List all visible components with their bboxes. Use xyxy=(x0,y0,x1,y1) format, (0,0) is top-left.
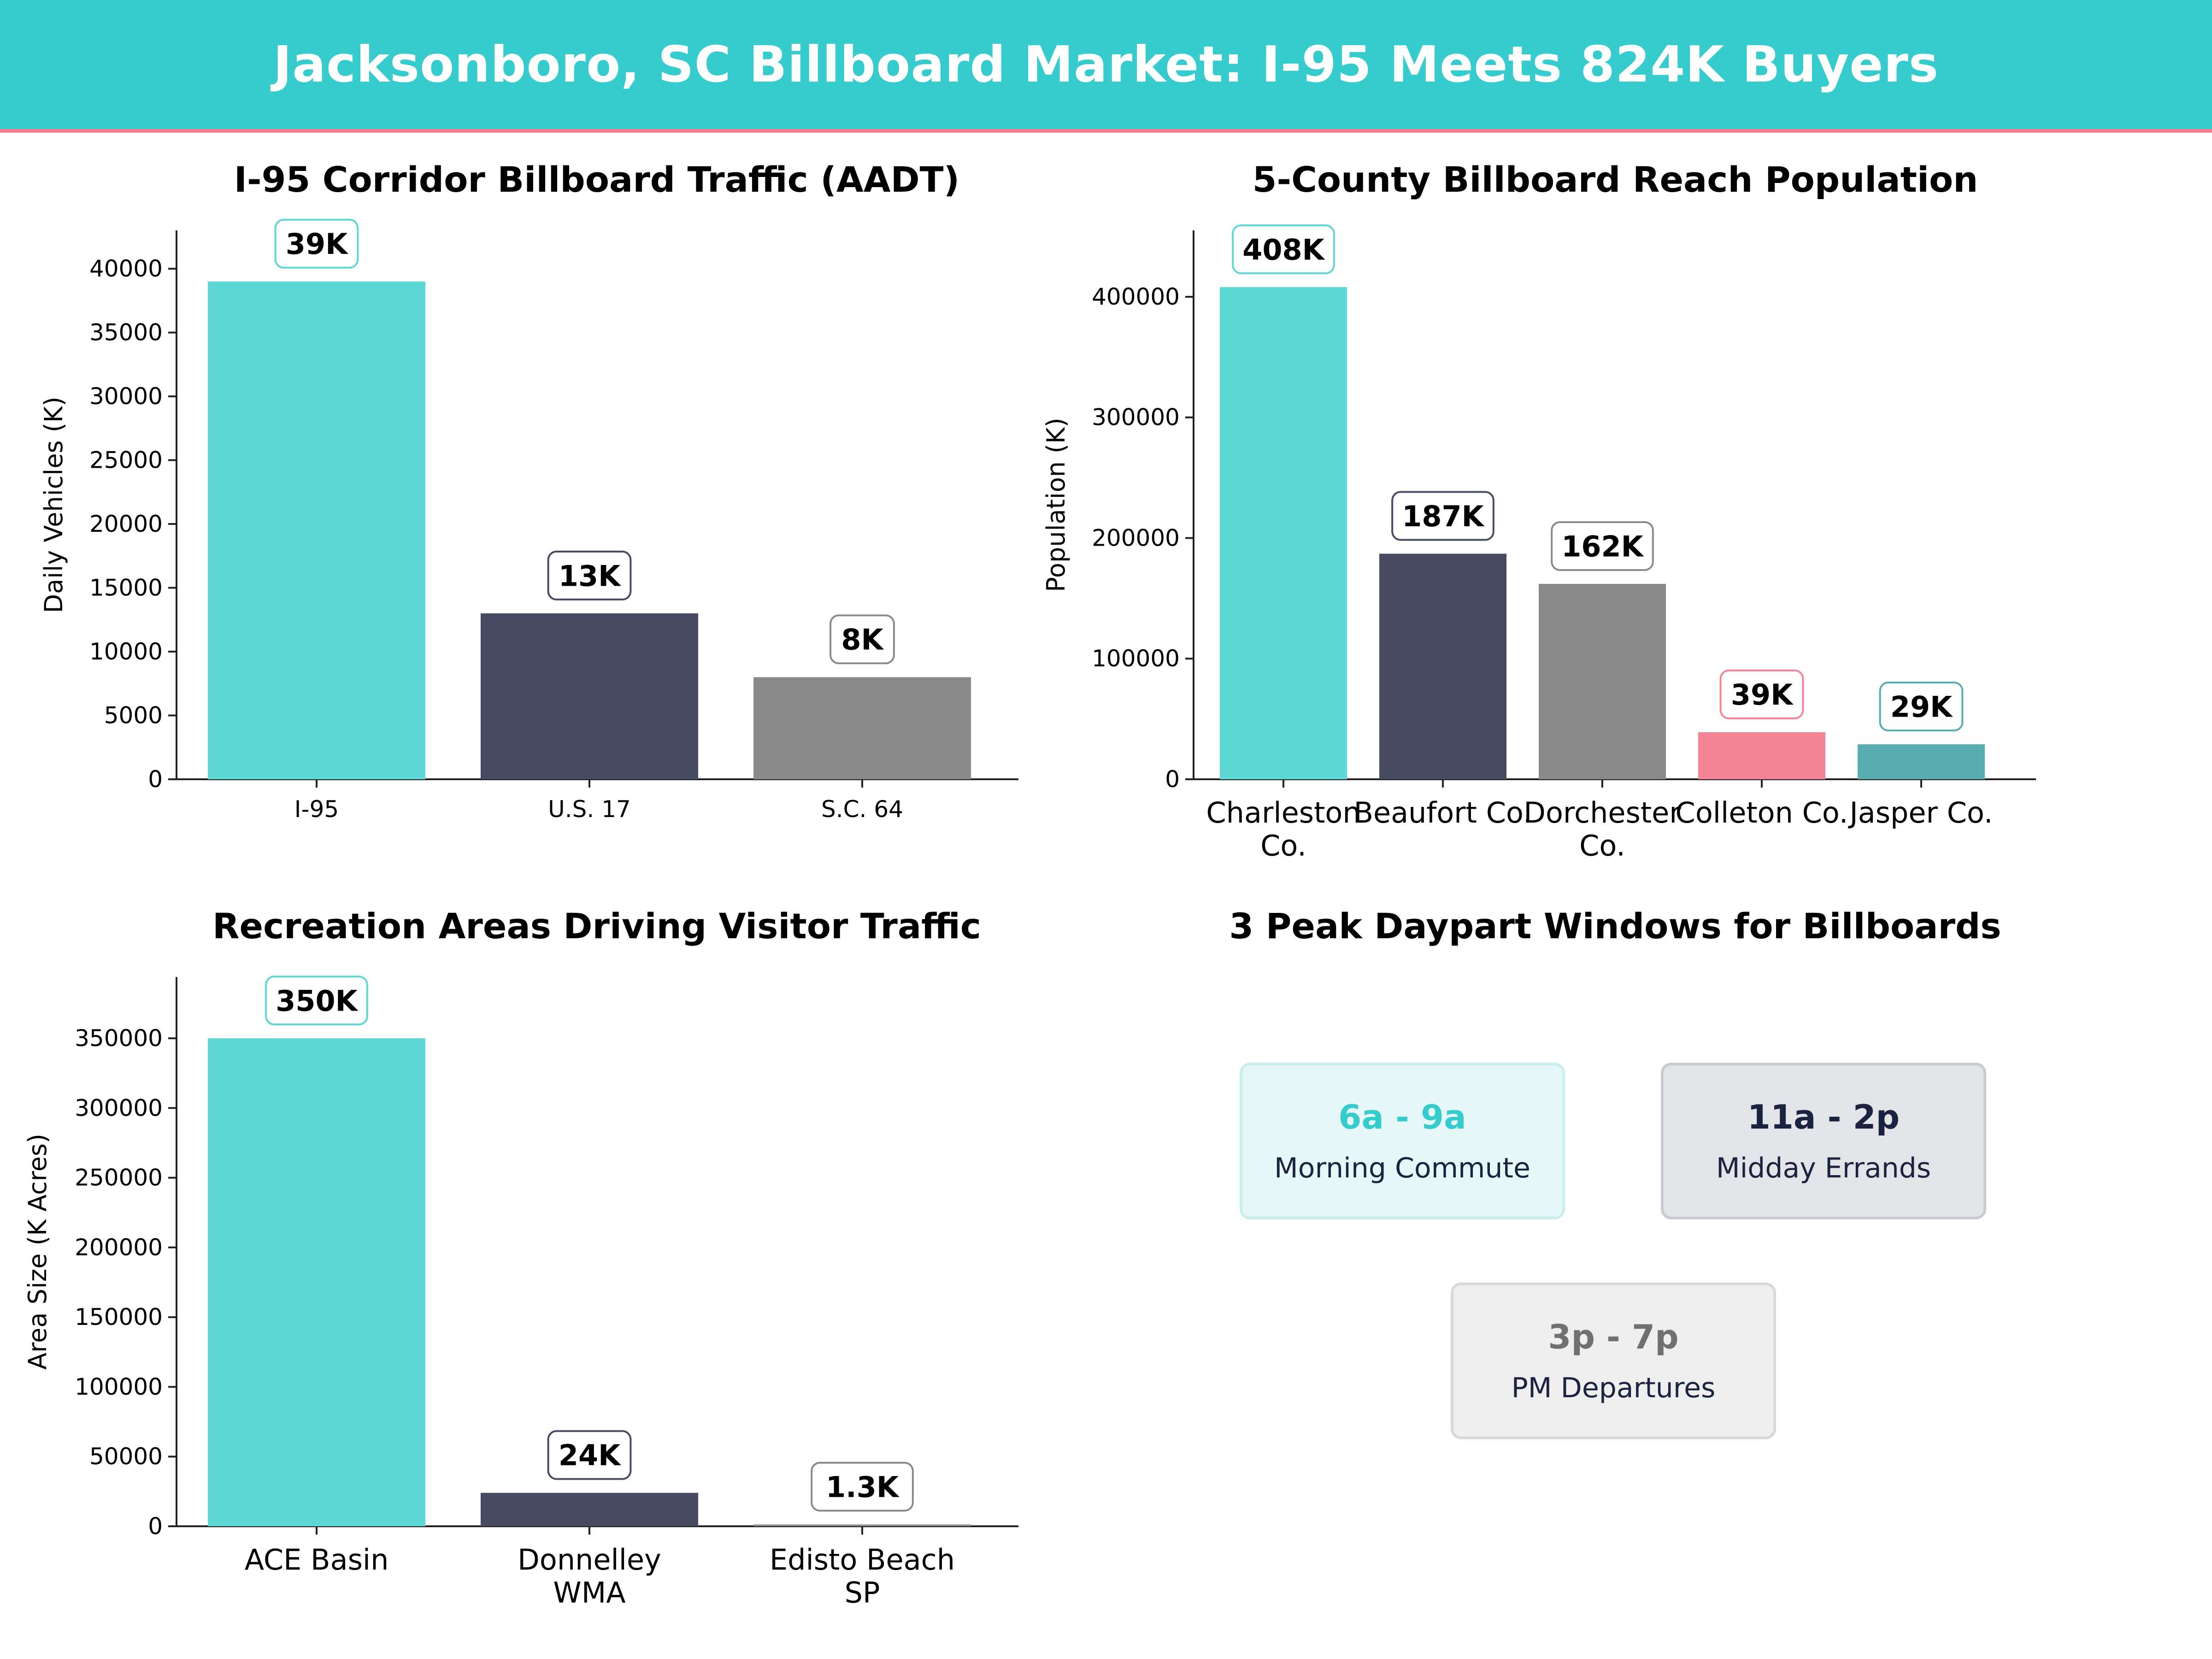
recreation-category-label: ACE Basin xyxy=(245,1543,389,1577)
population-category-label: Dorchester xyxy=(1524,796,1681,830)
traffic-y-tick-label: 0 xyxy=(148,766,163,793)
traffic-bar xyxy=(208,281,425,779)
daypart-card-morning: 6a - 9a Morning Commute xyxy=(1240,1063,1565,1219)
daypart-card-pm: 3p - 7p PM Departures xyxy=(1451,1282,1776,1439)
traffic-category-label: U.S. 17 xyxy=(548,796,631,823)
daypart-label: Morning Commute xyxy=(1274,1152,1530,1184)
traffic-chart-title: I-95 Corridor Billboard Traffic (AADT) xyxy=(234,159,960,200)
population-chart-title: 5-County Billboard Reach Population xyxy=(1252,159,1978,200)
traffic-y-tick-label: 20000 xyxy=(89,511,163,537)
recreation-y-tick-label: 150000 xyxy=(75,1304,163,1330)
traffic-chart-group: 0 5000 10000 15000 20000 25000 30000 35000 40000… xyxy=(39,218,1018,823)
population-value-label-box xyxy=(1551,521,1654,571)
population-bar xyxy=(1379,553,1506,779)
recreation-value-label-box xyxy=(265,976,368,1026)
population-value-label-box xyxy=(1719,669,1804,719)
traffic-value-label-box xyxy=(830,614,895,665)
population-value-label: 187K xyxy=(1402,500,1484,533)
population-y-tick-label: 300000 xyxy=(1092,404,1180,431)
population-chart-group: 0 100000 200000 300000 400000 Population (K) C… xyxy=(1041,224,2036,862)
traffic-value-label-box xyxy=(274,218,359,269)
recreation-y-tick-label: 300000 xyxy=(75,1094,163,1121)
daypart-time: 3p - 7p xyxy=(1548,1318,1679,1356)
daypart-label: PM Departures xyxy=(1511,1372,1716,1404)
recreation-value-label-box xyxy=(547,1430,632,1480)
traffic-y-tick-label: 35000 xyxy=(89,319,163,346)
recreation-bar xyxy=(481,1493,698,1526)
recreation-value-label: 1.3K xyxy=(826,1470,900,1504)
traffic-y-axis-label: Daily Vehicles (K) xyxy=(39,397,68,613)
population-bar xyxy=(1539,583,1666,779)
recreation-y-tick-label: 200000 xyxy=(75,1234,163,1261)
daypart-title: 3 Peak Daypart Windows for Billboards xyxy=(1229,906,2001,947)
population-value-label-box xyxy=(1232,224,1335,275)
daypart-time: 11a - 2p xyxy=(1747,1098,1900,1136)
traffic-bar xyxy=(753,677,971,779)
population-bar xyxy=(1858,744,1985,779)
recreation-chart-title: Recreation Areas Driving Visitor Traffic xyxy=(212,906,981,947)
recreation-value-label: 24K xyxy=(559,1439,621,1472)
daypart-card-midday: 11a - 2p Midday Errands xyxy=(1661,1063,1986,1219)
population-value-label-box xyxy=(1879,682,1964,732)
population-y-tick-label: 100000 xyxy=(1092,645,1180,672)
header-banner: Jacksonboro, SC Billboard Market: I-95 M… xyxy=(0,0,2212,129)
traffic-category-label: S.C. 64 xyxy=(821,796,903,823)
recreation-y-tick-label: 250000 xyxy=(75,1165,163,1191)
population-value-label: 29K xyxy=(1890,690,1953,724)
recreation-y-tick-label: 0 xyxy=(148,1513,163,1540)
population-value-label-box xyxy=(1391,491,1494,541)
population-bar xyxy=(1220,287,1347,779)
population-y-tick-label: 200000 xyxy=(1092,524,1180,551)
traffic-category-label: I-95 xyxy=(294,796,339,823)
population-bar xyxy=(1698,732,1825,779)
page-title: Jacksonboro, SC Billboard Market: I-95 M… xyxy=(273,35,1939,94)
population-value-label: 39K xyxy=(1731,678,1794,712)
recreation-bar xyxy=(753,1524,971,1526)
recreation-category-label: WMA xyxy=(553,1576,625,1609)
recreation-category-label: Edisto Beach xyxy=(770,1543,955,1577)
recreation-category-label: SP xyxy=(845,1576,880,1609)
recreation-value-label: 350K xyxy=(276,984,358,1018)
population-value-label: 162K xyxy=(1561,529,1644,563)
traffic-bar xyxy=(481,613,698,779)
traffic-y-tick-label: 25000 xyxy=(89,447,163,474)
population-category-label: Beaufort Co. xyxy=(1353,796,1532,830)
daypart-label: Midday Errands xyxy=(1716,1152,1931,1184)
population-category-label: Charleston xyxy=(1206,796,1360,830)
recreation-y-tick-label: 50000 xyxy=(89,1443,163,1470)
recreation-y-tick-label: 100000 xyxy=(75,1373,163,1400)
traffic-value-label-box xyxy=(547,550,632,600)
traffic-y-tick-label: 15000 xyxy=(89,575,163,601)
population-category-label: Jasper Co. xyxy=(1847,796,1993,830)
traffic-value-label: 13K xyxy=(559,559,621,593)
recreation-chart-group: 0 50000 100000 150000 200000 250000 300000 3500… xyxy=(23,976,1018,1609)
daypart-time: 6a - 9a xyxy=(1338,1098,1466,1136)
traffic-y-tick-label: 30000 xyxy=(89,383,163,410)
traffic-y-tick-label: 10000 xyxy=(89,638,163,665)
traffic-y-tick-label: 40000 xyxy=(89,255,163,282)
header-accent-line xyxy=(0,129,2212,133)
traffic-y-tick-label: 5000 xyxy=(104,702,163,729)
population-y-tick-label: 0 xyxy=(1165,766,1180,793)
recreation-category-label: Donnelley xyxy=(518,1543,661,1577)
recreation-bar xyxy=(208,1038,425,1526)
traffic-value-label: 8K xyxy=(841,623,884,657)
population-category-label: Co. xyxy=(1579,829,1625,862)
population-y-tick-label: 400000 xyxy=(1092,283,1180,310)
population-category-label: Co. xyxy=(1260,829,1306,862)
population-category-label: Colleton Co. xyxy=(1676,796,1848,830)
population-y-axis-label: Population (K) xyxy=(1041,418,1071,592)
recreation-y-tick-label: 350000 xyxy=(75,1025,163,1052)
recreation-value-label-box xyxy=(811,1462,914,1512)
recreation-y-axis-label: Area Size (K Acres) xyxy=(23,1134,52,1370)
traffic-value-label: 39K xyxy=(286,227,348,261)
population-value-label: 408K xyxy=(1242,233,1325,266)
